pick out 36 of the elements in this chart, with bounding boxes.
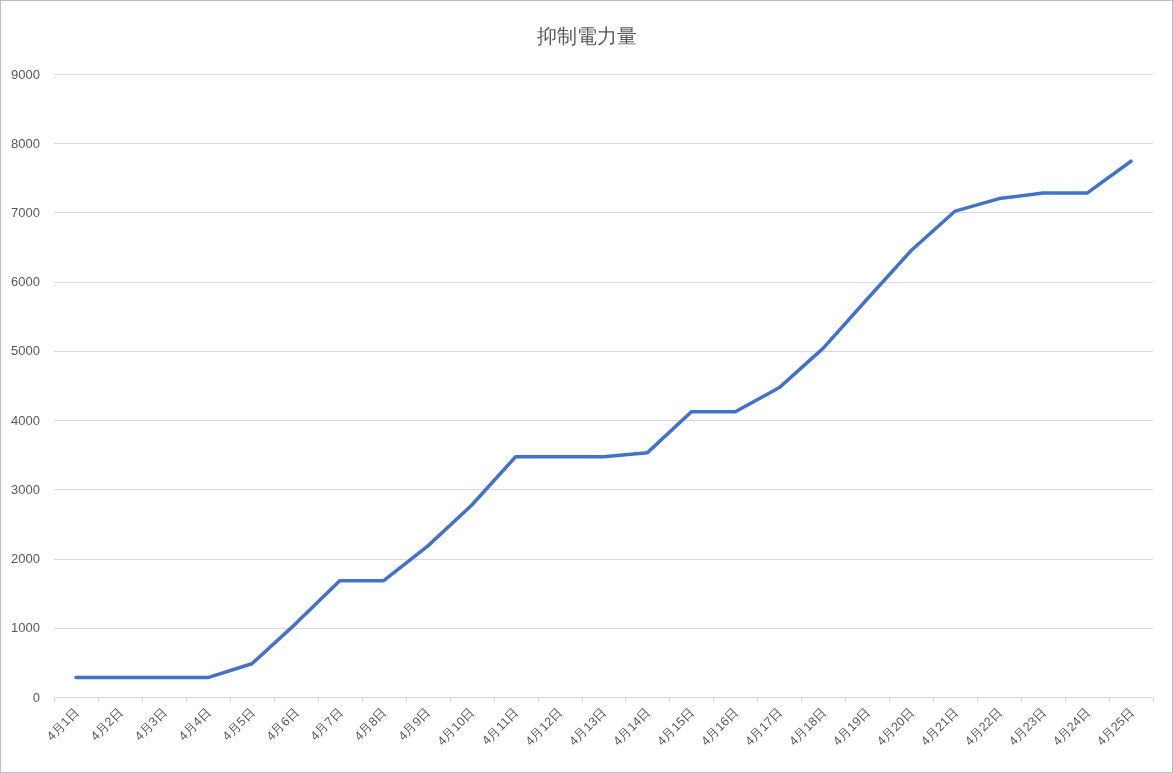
x-tick-label: 4月12日 [522,705,566,749]
x-tick-label: 4月8日 [351,705,390,744]
x-tick-label: 4月9日 [395,705,434,744]
x-tick-label: 4月18日 [786,705,830,749]
x-tick-label: 4月19日 [830,705,874,749]
x-tick-label: 4月16日 [698,705,742,749]
x-tick-label: 4月6日 [263,705,302,744]
y-tick-label: 6000 [11,274,40,290]
y-tick-label: 3000 [11,481,40,497]
x-tick-label: 4月23日 [1006,705,1050,749]
x-tick-label: 4月24日 [1050,705,1094,749]
x-tick-label: 4月5日 [219,705,258,744]
y-tick-label: 9000 [11,66,40,82]
x-tick-label: 4月15日 [654,705,698,749]
y-tick-label: 4000 [11,412,40,428]
x-tick-label: 4月11日 [479,705,522,748]
title: 抑制電力量 [536,25,637,47]
x-tick-label: 4月1日 [44,705,83,744]
y-tick-label: 2000 [11,551,40,567]
x-tick-label: 4月14日 [610,705,654,749]
x-tick-label: 4月2日 [87,705,127,744]
x-tick-label: 4月21日 [918,705,962,749]
x-tick-label: 4月20日 [874,705,918,749]
y-tick-label: 1000 [11,620,40,636]
y-tick-label: 8000 [11,135,40,151]
x-tick-label: 4月4日 [175,705,214,744]
x-tick-label: 4月7日 [307,705,346,744]
y-tick-label: 7000 [11,204,40,220]
x-tick-label: 4月17日 [742,705,786,749]
y-tick-label: 0 [32,689,40,705]
x-tick-label: 4月22日 [962,705,1006,749]
x-tick-label: 4月10日 [434,705,478,749]
x-tick-label: 4月3日 [131,705,170,744]
y-tick-label: 5000 [11,343,40,359]
x-tick-label: 4月13日 [566,705,610,749]
x-tick-label: 4月25日 [1094,705,1138,749]
